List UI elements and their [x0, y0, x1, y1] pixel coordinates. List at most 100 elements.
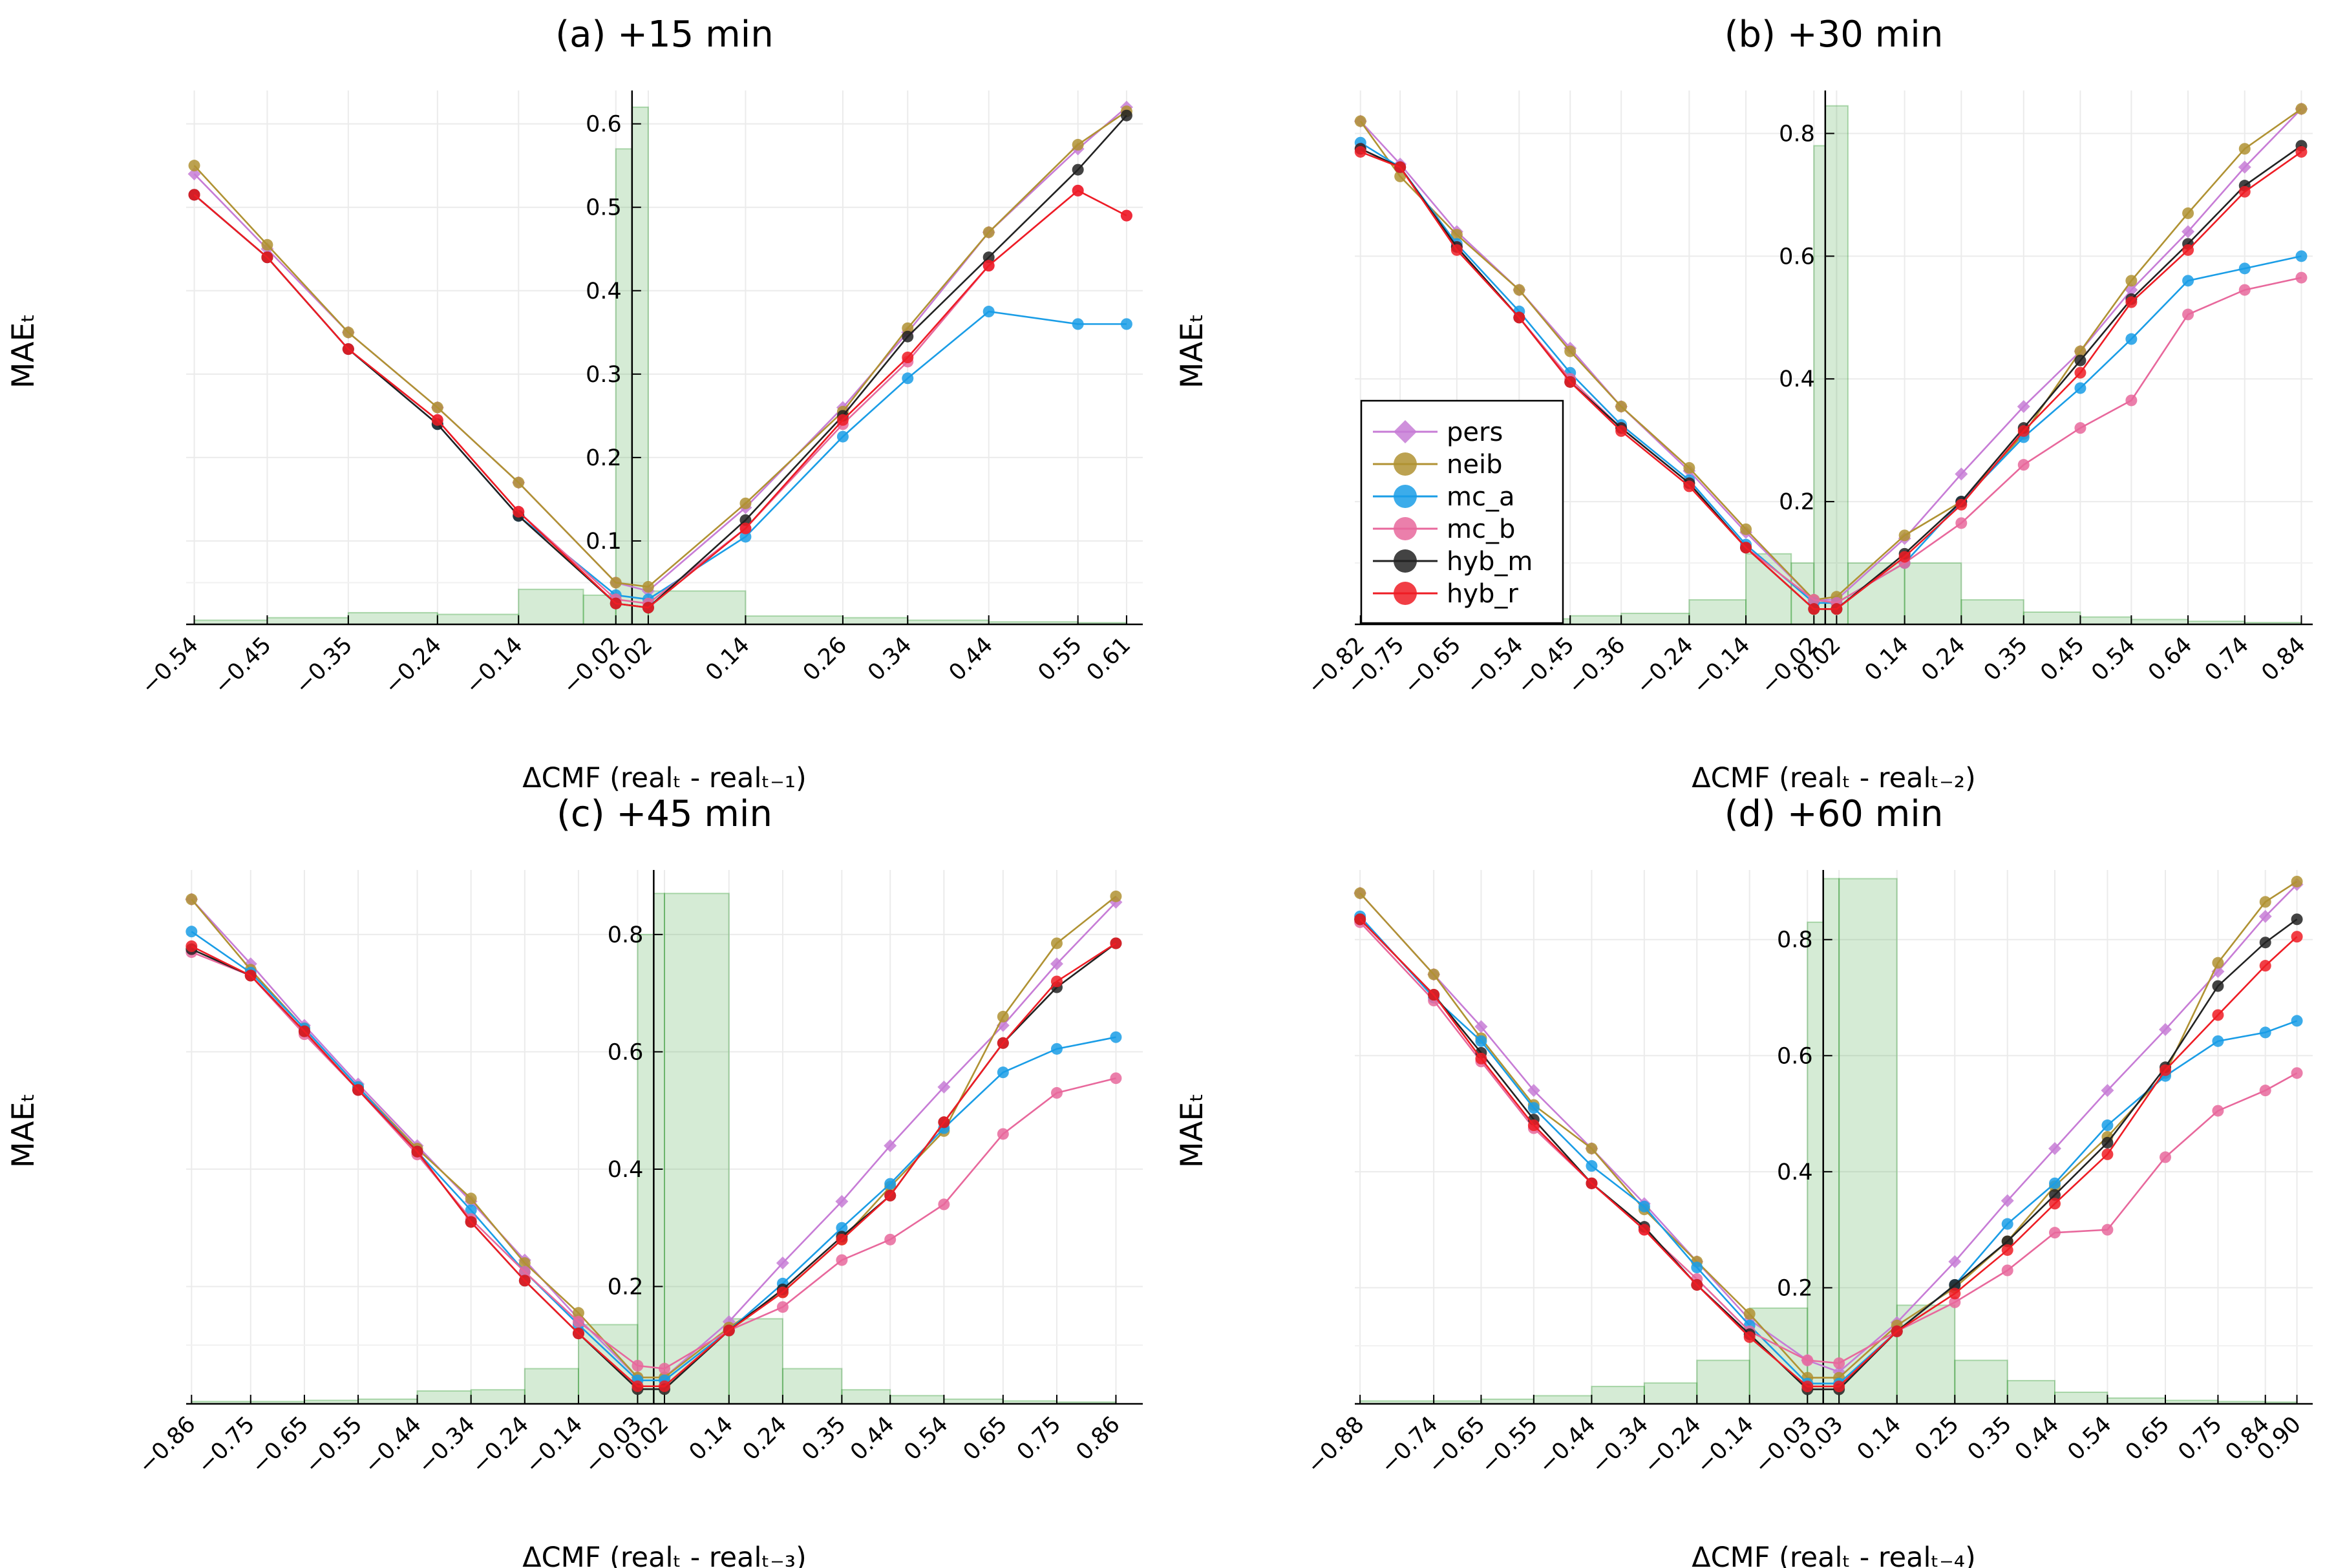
histogram-bar [1960, 599, 2024, 626]
point-neib [1743, 1308, 1756, 1320]
histogram-bar [842, 617, 909, 625]
y-tick-label: 0.4 [608, 1157, 644, 1183]
point-hyb_r [1955, 498, 1968, 511]
point-hyb_r [1513, 312, 1525, 324]
point-mc_a [186, 926, 198, 938]
point-hyb_r [244, 969, 257, 982]
point-hyb_r [1898, 551, 1911, 563]
panel-1: −0.54 −0.45 −0.35 −0.24 −0.14 −0.020.02 0.14 0.… [6, 14, 1143, 794]
histogram-bar [2079, 616, 2132, 625]
point-hyb_r [2101, 1148, 2114, 1160]
point-mc_b [1955, 517, 1968, 529]
point-mc_a [2259, 1026, 2271, 1039]
x-tick-label: 0.86 [1071, 1412, 1125, 1465]
y-tick-label: 0.3 [586, 362, 622, 388]
point-hyb_r [431, 414, 443, 426]
x-tick-label: −0.55 [300, 1412, 367, 1479]
point-mc_b [2001, 1264, 2013, 1277]
point-mc_b [2101, 1224, 2114, 1236]
point-mc_a [2212, 1035, 2224, 1047]
x-axis-label: ΔCMF (realₜ - realₜ₋₃) [522, 1542, 807, 1568]
point-hyb_r [1740, 542, 1752, 554]
point-mc_b [518, 1266, 531, 1278]
point-hyb_m [2101, 1136, 2114, 1149]
point-neib [2238, 143, 2251, 155]
histogram-bar [1620, 612, 1690, 625]
point-mc_b [2182, 308, 2194, 321]
point-hyb_r [2295, 145, 2308, 158]
point-mc_b [2049, 1227, 2061, 1239]
point-neib [572, 1307, 584, 1319]
point-mc_a [1475, 1035, 1487, 1047]
x-tick-label: −0.45 [209, 632, 277, 699]
series-line-hyb_r [1360, 151, 2302, 610]
y-tick-label: 0.6 [1777, 1043, 1813, 1069]
histogram-bar [518, 588, 584, 626]
histogram-bar [1824, 105, 1849, 625]
x-tick-label: 0.24 [1916, 632, 1970, 686]
point-hyb_r [2160, 1064, 2171, 1076]
point-neib [2074, 345, 2086, 357]
x-tick-label: −0.54 [1461, 632, 1529, 699]
x-tick-label: −0.14 [520, 1412, 588, 1479]
point-neib [1450, 229, 1463, 241]
point-hyb_r [1743, 1331, 1756, 1343]
point-neib [2291, 875, 2303, 887]
x-tick-label: −0.44 [1534, 1412, 1601, 1479]
y-tick-label: 0.2 [1777, 1275, 1813, 1301]
point-hyb_r [1050, 975, 1063, 988]
point-mc_b [2160, 1151, 2171, 1163]
point-mc_b [2125, 394, 2138, 407]
x-tick-label: 0.24 [738, 1412, 792, 1465]
x-tick-label: −0.34 [413, 1412, 480, 1479]
point-neib [2125, 275, 2138, 287]
x-axis-label: ΔCMF (realₜ - realₜ₋₂) [1692, 762, 1976, 794]
point-pers [1050, 957, 1063, 971]
point-hyb_r [836, 1233, 848, 1245]
point-pers [1955, 467, 1968, 481]
point-neib [610, 577, 622, 589]
y-axis-label: MAEₜ [6, 1093, 41, 1168]
point-hyb_r [739, 522, 752, 535]
point-hyb_m [982, 251, 995, 264]
point-mc_a [2074, 382, 2086, 394]
legend-marker-neib [1394, 452, 1417, 476]
legend-label: mc_b [1447, 514, 1515, 544]
y-tick-label: 0.8 [1777, 927, 1813, 953]
legend-marker-mc_b [1394, 517, 1417, 540]
x-tick-label: 0.65 [959, 1412, 1012, 1465]
point-hyb_r [1615, 425, 1628, 437]
legend-label: hyb_m [1447, 547, 1533, 577]
point-mc_a [902, 372, 914, 385]
point-hyb_r [2125, 296, 2138, 308]
x-tick-label: 0.35 [797, 1412, 851, 1465]
point-hyb_r [1072, 184, 1084, 196]
point-mc_a [1638, 1200, 1650, 1213]
histogram-bar [2006, 1380, 2056, 1404]
point-neib [1072, 138, 1084, 151]
histogram-bar [2107, 1397, 2166, 1404]
y-tick-label: 0.4 [1777, 1160, 1813, 1185]
point-neib [513, 476, 525, 489]
y-tick-label: 0.6 [1779, 244, 1815, 270]
point-hyb_r [1891, 1325, 1903, 1337]
point-pers [2238, 160, 2251, 174]
point-mc_b [2212, 1105, 2224, 1117]
point-hyb_r [776, 1286, 789, 1298]
x-tick-label: −0.14 [1688, 632, 1755, 699]
point-hyb_r [902, 352, 914, 363]
histogram-bar [841, 1389, 891, 1404]
point-pers [2182, 225, 2195, 238]
point-hyb_m [2291, 913, 2303, 926]
point-pers [2001, 1194, 2014, 1207]
y-tick-label: 0.6 [586, 112, 622, 138]
histogram-bar [1904, 562, 1962, 626]
point-hyb_m [902, 330, 914, 343]
histogram-bar [1591, 1386, 1645, 1404]
x-tick-label: 0.45 [2035, 632, 2089, 686]
series-line-mc_a [191, 931, 1116, 1381]
point-neib [2212, 957, 2224, 969]
point-pers [2125, 283, 2138, 297]
point-mc_b [2238, 284, 2251, 296]
y-tick-label: 0.2 [608, 1274, 644, 1300]
